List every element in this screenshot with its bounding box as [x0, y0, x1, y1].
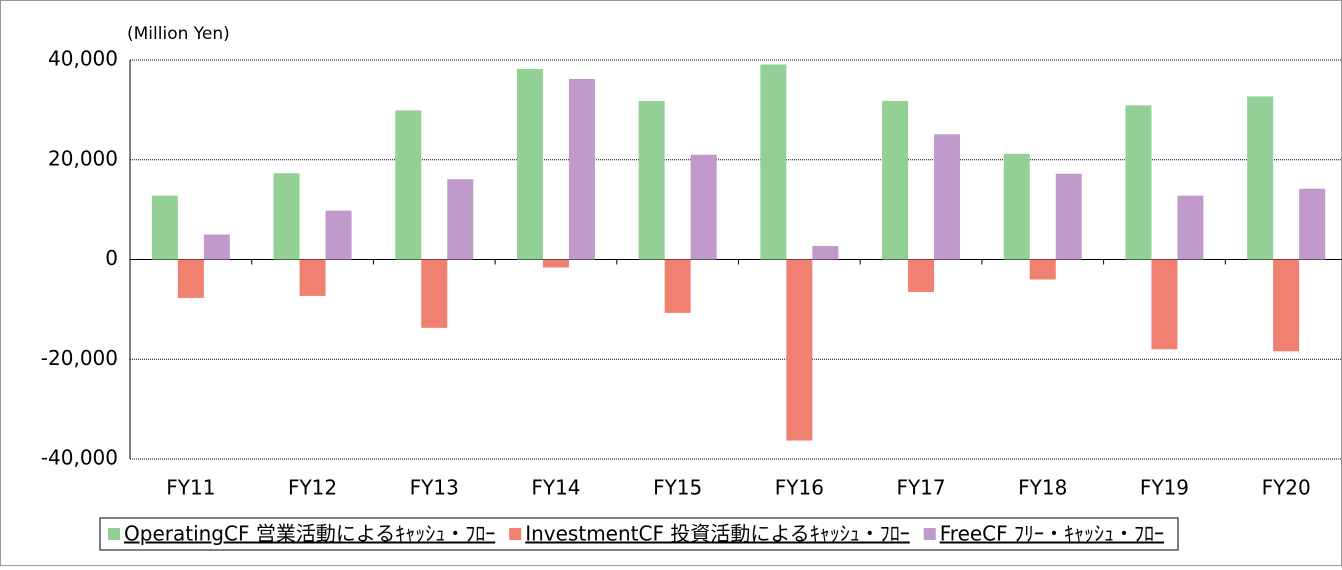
- bar: [395, 110, 422, 260]
- legend-swatch: [923, 528, 936, 540]
- bar: [447, 179, 474, 260]
- legend: OperatingCF 営業活動によるｷｬｯｼｭ・ﾌﾛｰ InvestmentCF…: [99, 517, 1179, 551]
- bar: [421, 259, 448, 328]
- bar: [786, 259, 813, 441]
- bar: [1299, 188, 1326, 260]
- x-tick-label: FY20: [1262, 476, 1311, 500]
- bar: [542, 259, 569, 268]
- bar: [325, 210, 352, 260]
- bar: [1177, 195, 1204, 260]
- bar: [908, 259, 935, 292]
- unit-label: (Million Yen): [127, 24, 230, 44]
- legend-swatch: [509, 528, 522, 540]
- bar: [1273, 259, 1300, 352]
- y-tick-label: -20,000: [41, 346, 118, 370]
- bar: [1125, 105, 1152, 260]
- bar: [299, 259, 326, 296]
- y-tick-label: 20,000: [48, 146, 118, 170]
- y-tick-label: 0: [105, 246, 118, 270]
- bar: [638, 100, 665, 260]
- bar: [812, 246, 839, 260]
- y-tick-label: 40,000: [48, 47, 118, 71]
- bar: [1003, 153, 1030, 260]
- bar: [690, 154, 717, 260]
- y-tick-label: -40,000: [41, 446, 118, 470]
- bar: [568, 78, 595, 260]
- bar: [516, 68, 543, 260]
- bar: [664, 259, 691, 313]
- x-tick-label: FY12: [288, 476, 337, 500]
- bar: [882, 100, 909, 260]
- bar: [1151, 259, 1178, 350]
- bar: [1029, 259, 1056, 280]
- x-tick-label: FY15: [653, 476, 702, 500]
- x-tick-label: FY13: [410, 476, 459, 500]
- legend-label: OperatingCF 営業活動によるｷｬｯｼｭ・ﾌﾛｰ: [124, 522, 495, 546]
- legend-box: [99, 517, 1179, 551]
- x-tick-label: FY19: [1140, 476, 1189, 500]
- bar: [273, 173, 300, 260]
- bar: [203, 234, 230, 260]
- legend-label: InvestmentCF 投資活動によるｷｬｯｼｭ・ﾌﾛｰ: [525, 522, 910, 546]
- bar: [151, 195, 178, 260]
- x-tick-label: FY16: [775, 476, 824, 500]
- bar: [760, 64, 787, 260]
- x-tick-label: FY14: [531, 476, 580, 500]
- bar: [177, 259, 204, 298]
- legend-label: FreeCF ﾌﾘｰ・ｷｬｯｼｭ・ﾌﾛｰ: [940, 522, 1164, 546]
- legend-swatch: [108, 528, 120, 540]
- bar: [1247, 96, 1274, 260]
- bar: [1055, 173, 1082, 260]
- x-tick-label: FY17: [896, 476, 945, 500]
- bar: [934, 134, 961, 260]
- x-tick-label: FY18: [1018, 476, 1067, 500]
- x-tick-label: FY11: [166, 476, 215, 500]
